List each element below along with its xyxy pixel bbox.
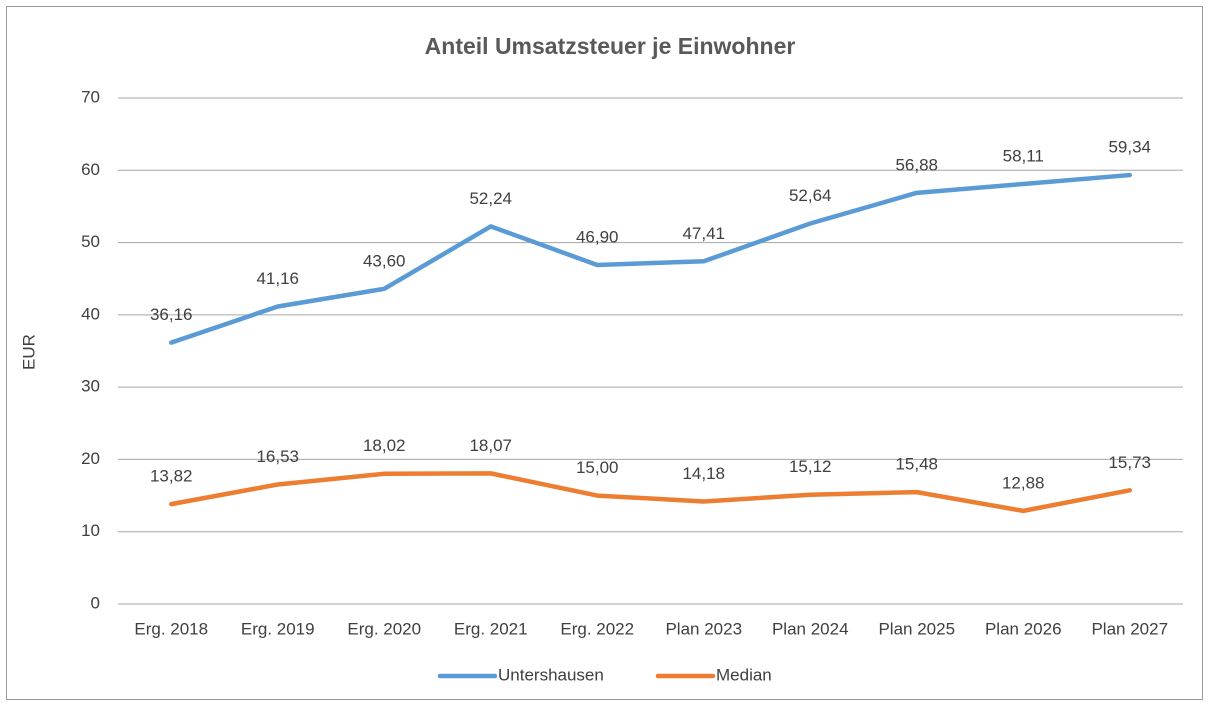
x-tick-label: Plan 2025 xyxy=(878,619,955,638)
data-label: 12,88 xyxy=(1002,473,1045,492)
y-tick-label: 0 xyxy=(91,593,100,612)
y-tick-label: 10 xyxy=(81,521,100,540)
data-label: 18,07 xyxy=(469,436,512,455)
data-label: 15,00 xyxy=(576,458,619,477)
data-label: 14,18 xyxy=(682,464,725,483)
data-label: 15,12 xyxy=(789,457,832,476)
data-label: 52,64 xyxy=(789,186,832,205)
data-label: 52,24 xyxy=(469,189,512,208)
series-line xyxy=(169,172,1132,345)
y-tick-label: 70 xyxy=(81,87,100,106)
data-label: 13,82 xyxy=(150,467,193,486)
x-tick-label: Erg. 2021 xyxy=(454,619,528,638)
data-label: 56,88 xyxy=(895,155,938,174)
data-label: 36,16 xyxy=(150,305,193,324)
y-axis-label: EUR xyxy=(19,334,38,370)
x-tick-label: Plan 2026 xyxy=(985,619,1062,638)
x-tick-label: Erg. 2019 xyxy=(241,619,315,638)
data-label: 46,90 xyxy=(576,227,619,246)
x-tick-label: Plan 2027 xyxy=(1091,619,1168,638)
data-label: 59,34 xyxy=(1108,138,1151,157)
x-tick-label: Erg. 2020 xyxy=(347,619,421,638)
y-tick-label: 60 xyxy=(81,160,100,179)
x-tick-label: Erg. 2022 xyxy=(560,619,634,638)
y-tick-label: 30 xyxy=(81,377,100,396)
x-tick-label: Plan 2024 xyxy=(772,619,849,638)
x-tick-label: Plan 2023 xyxy=(665,619,742,638)
data-label: 16,53 xyxy=(256,447,299,466)
chart-title: Anteil Umsatzsteuer je Einwohner xyxy=(425,33,796,59)
data-label: 15,48 xyxy=(895,455,938,474)
legend-label: Untershausen xyxy=(498,665,604,684)
data-label: 58,11 xyxy=(1003,146,1044,165)
chart-border xyxy=(6,6,1203,700)
data-label: 43,60 xyxy=(363,251,406,270)
x-tick-label: Erg. 2018 xyxy=(134,619,208,638)
y-tick-label: 40 xyxy=(81,304,100,323)
data-label: 47,41 xyxy=(682,224,725,243)
data-label: 41,16 xyxy=(256,269,299,288)
legend-label: Median xyxy=(716,665,772,684)
series-line xyxy=(169,471,1132,514)
y-tick-label: 50 xyxy=(81,232,100,251)
data-label: 18,02 xyxy=(363,436,406,455)
data-label: 15,73 xyxy=(1108,453,1151,472)
y-tick-label: 20 xyxy=(81,449,100,468)
